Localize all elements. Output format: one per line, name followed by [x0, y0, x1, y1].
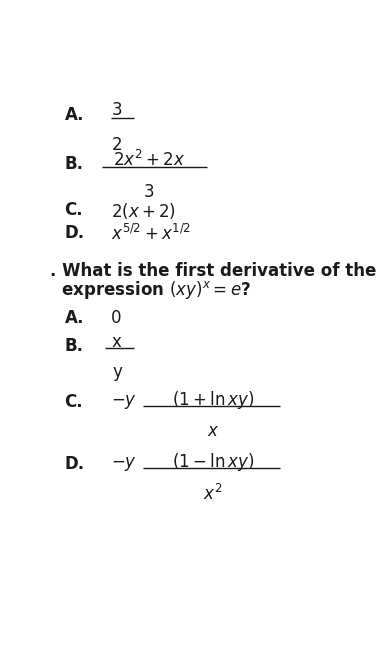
Text: $(1 - \ln xy)$: $(1 - \ln xy)$: [172, 451, 254, 473]
Text: B.: B.: [65, 155, 83, 173]
Text: D.: D.: [65, 455, 85, 473]
Text: 3: 3: [144, 183, 154, 201]
Text: $x^2$: $x^2$: [203, 484, 223, 504]
Text: C.: C.: [65, 201, 83, 219]
Text: A.: A.: [65, 106, 84, 124]
Text: y: y: [112, 363, 122, 381]
Text: x: x: [112, 333, 122, 351]
Text: B.: B.: [65, 337, 83, 355]
Text: $x$: $x$: [207, 422, 219, 439]
Text: $2x^2 + 2x$: $2x^2 + 2x$: [113, 150, 185, 170]
Text: C.: C.: [65, 393, 83, 411]
Text: $-y$: $-y$: [111, 455, 137, 473]
Text: 2: 2: [112, 136, 122, 154]
Text: A.: A.: [65, 309, 84, 327]
Text: D.: D.: [65, 224, 85, 242]
Text: 0: 0: [111, 309, 121, 327]
Text: 3: 3: [112, 101, 122, 119]
Text: $(1 + \ln xy)$: $(1 + \ln xy)$: [172, 389, 254, 411]
Text: . What is the first derivative of the: . What is the first derivative of the: [50, 262, 376, 280]
Text: $2(x + 2)$: $2(x + 2)$: [111, 201, 176, 221]
Text: $-y$: $-y$: [111, 393, 137, 411]
Text: $x^{5/2} + x^{1/2}$: $x^{5/2} + x^{1/2}$: [111, 224, 191, 244]
Text: expression $(xy)^x = e$?: expression $(xy)^x = e$?: [50, 279, 251, 301]
